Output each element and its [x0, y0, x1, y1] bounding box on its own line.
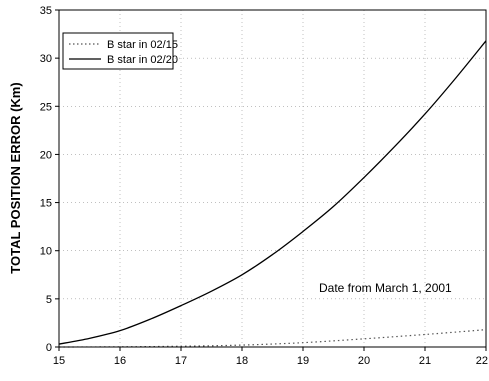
series-line-1 — [58, 329, 487, 348]
legend-label-series-1: B star in 02/15 — [107, 39, 178, 51]
legend-box — [62, 32, 174, 70]
series-layer — [58, 40, 487, 348]
y-tick-label: 5 — [46, 294, 52, 306]
y-tick-label: 15 — [40, 198, 52, 210]
x-tick-label: 17 — [175, 355, 187, 367]
x-tick-label: 18 — [236, 355, 248, 367]
x-tick-label: 22 — [476, 355, 488, 367]
ticks: 0 5 10 15 20 25 30 35 15 16 17 18 19 20 21 22 — [40, 5, 488, 367]
legend-label-series-2: B star in 02/20 — [107, 54, 178, 66]
y-tick-label: 20 — [40, 149, 52, 161]
y-tick-label: 10 — [40, 246, 52, 258]
date-annotation: Date from March 1, 2001 — [319, 281, 452, 295]
legend: B star in 02/15 B star in 02/20 — [62, 32, 178, 70]
x-tick-label: 21 — [419, 355, 431, 367]
plot-border — [58, 9, 487, 348]
x-tick-label: 15 — [53, 355, 65, 367]
y-tick-label: 30 — [40, 53, 52, 65]
y-axis-title: TOTAL POSITION ERROR (Km) — [8, 82, 23, 273]
y-tick-label: 0 — [46, 342, 52, 354]
x-tick-label: 20 — [358, 355, 370, 367]
x-tick-label: 19 — [297, 355, 309, 367]
y-tick-label: 25 — [40, 101, 52, 113]
x-tick-label: 16 — [114, 355, 126, 367]
series-line-2 — [58, 40, 487, 345]
y-tick-label: 35 — [40, 5, 52, 17]
